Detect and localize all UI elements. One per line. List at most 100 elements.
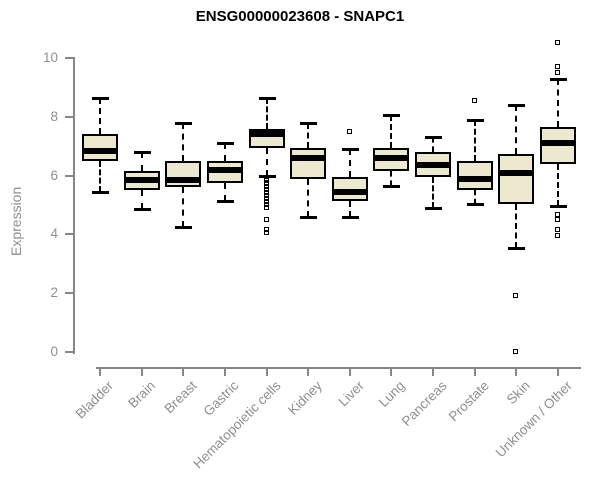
lower-whisker-cap: [216, 199, 234, 203]
lower-whisker-cap: [91, 190, 109, 194]
y-tick-label: 8: [50, 108, 58, 124]
outlier-point: [264, 190, 269, 196]
upper-whisker: [99, 97, 101, 135]
lower-whisker: [515, 203, 517, 248]
upper-whisker-cap: [424, 136, 442, 140]
x-tick: [307, 369, 309, 376]
median-line: [249, 131, 285, 138]
x-tick-label: Breast: [161, 378, 200, 417]
outlier-point: [264, 202, 269, 207]
upper-whisker: [474, 119, 476, 161]
x-tick: [99, 369, 101, 376]
x-tick-label: Prostate: [445, 378, 492, 425]
outlier-point: [555, 226, 560, 232]
y-tick-label: 2: [50, 285, 58, 301]
lower-whisker: [474, 190, 476, 204]
lower-whisker-cap: [549, 205, 567, 209]
upper-whisker-cap: [382, 114, 400, 118]
boxplot-box: [290, 147, 326, 179]
upper-whisker-cap: [258, 96, 276, 100]
y-tick: [65, 115, 74, 118]
lower-whisker-cap: [133, 208, 151, 212]
median-line: [415, 162, 451, 169]
lower-whisker-cap: [174, 226, 192, 230]
lower-whisker-cap: [507, 246, 525, 250]
outlier-point: [264, 178, 269, 184]
x-tick: [224, 369, 226, 376]
upper-whisker: [390, 115, 392, 148]
upper-whisker: [515, 105, 517, 154]
lower-whisker: [557, 163, 559, 207]
outlier-point: [264, 181, 269, 187]
upper-whisker: [182, 122, 184, 161]
lower-whisker: [349, 200, 351, 217]
outlier-point: [513, 349, 518, 354]
y-tick-label: 4: [50, 226, 58, 242]
upper-whisker: [141, 152, 143, 172]
outlier-point: [264, 175, 269, 181]
upper-whisker-cap: [216, 142, 234, 146]
lower-whisker-cap: [341, 215, 359, 219]
lower-whisker-cap: [382, 184, 400, 188]
median-line: [165, 177, 201, 183]
outlier-point: [264, 229, 269, 235]
x-tick-label: Gastric: [200, 378, 242, 419]
upper-whisker-cap: [91, 96, 109, 100]
outlier-point: [264, 204, 269, 210]
upper-whisker: [432, 137, 434, 153]
lower-whisker: [307, 178, 309, 217]
upper-whisker-cap: [507, 104, 525, 108]
outlier-point: [555, 69, 560, 75]
x-tick: [182, 369, 184, 376]
median-line: [498, 169, 534, 176]
x-tick-label: Skin: [503, 378, 533, 408]
x-tick: [141, 369, 143, 376]
y-tick-label: 0: [50, 344, 58, 359]
lower-whisker-cap: [424, 206, 442, 210]
upper-whisker-cap: [174, 121, 192, 125]
median-line: [540, 140, 576, 147]
upper-whisker: [224, 143, 226, 161]
y-tick: [65, 57, 74, 59]
median-line: [124, 177, 160, 183]
outlier-point: [347, 128, 352, 134]
x-tick: [474, 369, 476, 376]
x-tick-label: Brain: [125, 378, 159, 411]
lower-whisker: [432, 177, 434, 208]
chart-title: ENSG00000023608 - SNAPC1: [195, 8, 405, 25]
x-tick-label: Kidney: [284, 378, 325, 418]
upper-whisker-cap: [549, 77, 567, 81]
x-tick-label: Liver: [335, 378, 367, 410]
y-tick: [65, 174, 74, 177]
y-tick-label: 6: [50, 167, 58, 183]
outlier-point: [264, 216, 269, 222]
outlier-point: [555, 40, 560, 46]
y-axis-line: [73, 57, 75, 354]
boxplot-box: [498, 153, 534, 204]
x-tick: [557, 369, 559, 376]
lower-whisker-cap: [299, 215, 317, 219]
x-tick: [432, 369, 434, 376]
x-tick: [266, 369, 268, 376]
lower-whisker: [141, 190, 143, 210]
y-tick: [65, 292, 74, 295]
x-tick: [349, 369, 351, 376]
x-axis-line: [96, 367, 581, 369]
lower-whisker: [182, 187, 184, 228]
outlier-point: [555, 232, 560, 238]
median-line: [290, 154, 326, 161]
upper-whisker: [349, 149, 351, 178]
lower-whisker: [224, 182, 226, 201]
outlier-point: [264, 196, 269, 202]
upper-whisker: [557, 78, 559, 128]
upper-whisker-cap: [299, 121, 317, 125]
upper-whisker-cap: [341, 148, 359, 152]
x-tick-label: Bladder: [73, 378, 117, 422]
outlier-point: [264, 226, 269, 232]
median-line: [457, 175, 493, 182]
x-tick-label: Pancreas: [398, 378, 450, 429]
lower-whisker-cap: [466, 202, 484, 206]
outlier-point: [472, 97, 477, 103]
